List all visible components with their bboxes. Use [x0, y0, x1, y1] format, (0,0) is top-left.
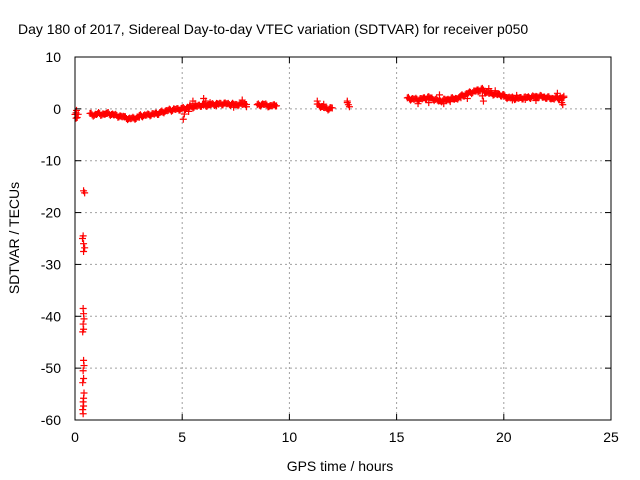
- y-tick-label: -60: [41, 412, 61, 428]
- data-point: [81, 189, 89, 197]
- data-point: [343, 99, 351, 107]
- grid-layer: [75, 57, 611, 420]
- data-point: [491, 87, 499, 95]
- x-tick-label: 0: [71, 429, 79, 445]
- x-tick-label: 20: [496, 429, 512, 445]
- data-point: [320, 100, 328, 108]
- data-point: [180, 110, 188, 118]
- data-point: [179, 115, 187, 123]
- data-point: [185, 107, 193, 115]
- plot-frame: [74, 56, 612, 421]
- data-point: [243, 103, 251, 111]
- y-tick-label: -20: [41, 205, 61, 221]
- data-point: [238, 96, 246, 104]
- data-point: [80, 240, 88, 248]
- tick-layer: 0 5 10 15 20 25 10 0 -10 -20 -30 -40 -50 -60: [41, 49, 619, 445]
- data-point: [485, 85, 493, 93]
- data-point: [440, 100, 448, 108]
- x-tick-label: 5: [178, 429, 186, 445]
- data-point: [191, 100, 199, 108]
- x-axis-label: GPS time / hours: [287, 458, 394, 474]
- y-tick-label: -10: [41, 153, 61, 169]
- chart-title: Day 180 of 2017, Sidereal Day-to-day VTE…: [18, 21, 528, 37]
- x-tick-label: 10: [282, 429, 298, 445]
- data-point: [81, 244, 89, 252]
- data-point: [521, 96, 529, 104]
- data-point: [213, 102, 221, 110]
- data-point: [79, 410, 87, 418]
- data-point: [202, 97, 210, 105]
- data-point: [463, 94, 471, 102]
- data-point: [559, 101, 567, 109]
- y-axis-label: SDTVAR / TECUs: [6, 182, 22, 294]
- data-point: [273, 102, 281, 110]
- data-point: [206, 99, 214, 107]
- x-tick-label: 15: [389, 429, 405, 445]
- data-point: [560, 93, 568, 101]
- data-point: [80, 402, 88, 410]
- data-point: [435, 91, 443, 99]
- data-point: [80, 362, 88, 370]
- data-point: [80, 375, 88, 383]
- data-point: [326, 104, 334, 112]
- y-tick-label: -50: [41, 360, 61, 376]
- data-point: [80, 247, 88, 255]
- data-point: [313, 97, 321, 105]
- data-point: [80, 315, 88, 323]
- data-point: [508, 96, 516, 104]
- data-point: [425, 99, 433, 107]
- data-point: [79, 379, 87, 387]
- data-point: [79, 367, 87, 375]
- data-point: [79, 328, 87, 336]
- data-point: [73, 106, 81, 114]
- data-point: [72, 114, 80, 122]
- data-point: [446, 98, 454, 106]
- data-layer: [71, 84, 568, 418]
- data-point: [532, 97, 540, 105]
- data-point: [479, 97, 487, 105]
- y-tick-label: -40: [41, 308, 61, 324]
- data-point: [230, 103, 238, 111]
- x-tick-label: 25: [603, 429, 619, 445]
- data-point: [345, 103, 353, 111]
- data-point: [414, 100, 422, 108]
- data-point: [543, 94, 551, 102]
- y-tick-label: 10: [45, 49, 61, 65]
- data-point: [553, 89, 561, 97]
- data-point: [79, 232, 87, 240]
- data-point: [186, 102, 194, 110]
- data-point: [474, 88, 482, 96]
- data-point: [478, 92, 486, 100]
- data-point: [74, 110, 82, 118]
- data-point: [513, 91, 521, 99]
- y-tick-label: -30: [41, 256, 61, 272]
- y-tick-label: 0: [53, 101, 61, 117]
